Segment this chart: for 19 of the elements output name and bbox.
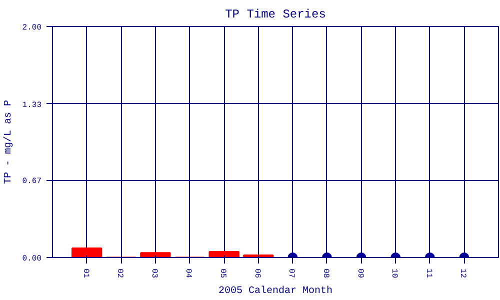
x-tick-label: 09 — [355, 268, 364, 278]
y-tick-label: 1.33 — [22, 100, 42, 110]
x-tick-label: 04 — [184, 268, 193, 278]
x-tick-label: 06 — [252, 268, 262, 278]
x-tick-label: 05 — [218, 268, 228, 278]
y-tick-label: 0.00 — [22, 254, 42, 264]
x-tick-label: 10 — [390, 268, 399, 278]
y-tick-label: 0.67 — [22, 177, 42, 186]
x-tick-label: 03 — [149, 268, 158, 278]
x-tick-label: 11 — [424, 268, 433, 278]
x-tick-label: 12 — [458, 268, 468, 278]
x-axis-title: 2005 Calendar Month — [218, 285, 333, 298]
x-tick-label: 02 — [115, 268, 124, 278]
x-tick-label: 01 — [80, 268, 90, 278]
x-tick-label: 08 — [320, 268, 330, 278]
chart-title: TP Time Series — [225, 8, 326, 22]
x-tick-label: 07 — [286, 268, 296, 278]
y-axis-title: TP - mg/L as P — [2, 100, 14, 184]
y-tick-label: 2.00 — [22, 24, 42, 32]
